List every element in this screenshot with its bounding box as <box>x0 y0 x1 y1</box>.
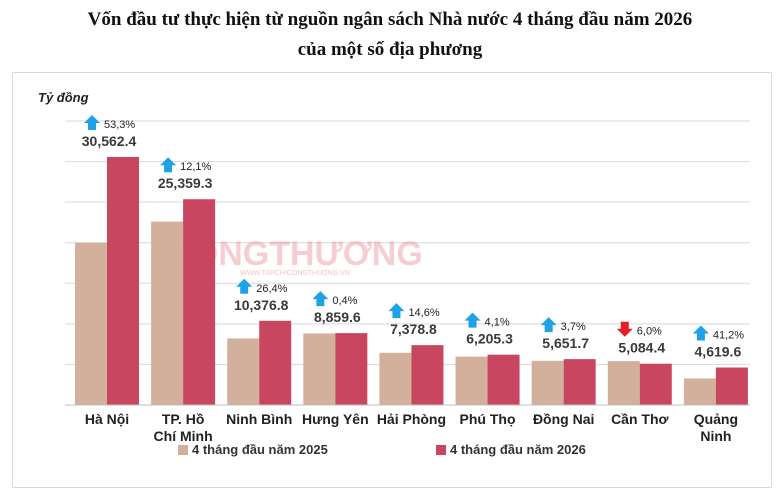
change-percent: 6,0% <box>637 326 662 338</box>
chart-title-line1: Vốn đầu tư thực hiện từ nguồn ngân sách … <box>87 9 693 30</box>
data-label-2026: 30,562.4 <box>82 133 137 149</box>
up-arrow-icon <box>236 278 253 294</box>
bar-2026 <box>107 157 139 405</box>
category-label: Đồng Nai <box>533 411 594 427</box>
category-label: Hải Phòng <box>377 411 446 427</box>
bar-2025 <box>151 221 184 405</box>
up-arrow-icon <box>388 303 405 319</box>
bar-2025 <box>379 352 412 405</box>
change-percent: 14,6% <box>408 307 439 319</box>
bar-2025 <box>455 356 488 405</box>
change-percent: 53,3% <box>104 119 135 131</box>
bar-2026 <box>563 359 596 405</box>
change-percent: 26,4% <box>256 283 287 295</box>
category-label: Phú Thọ <box>460 411 516 427</box>
data-label-2026: 8,859.6 <box>314 309 361 325</box>
legend-label-2025: 4 tháng đầu năm 2025 <box>192 442 328 457</box>
legend-swatch-2026 <box>436 444 446 455</box>
up-arrow-icon <box>692 325 709 341</box>
bar-2025 <box>607 361 640 405</box>
legend-item-2026: 4 tháng đầu năm 2026 <box>436 442 586 457</box>
y-axis-unit-label: Tỷ đồng <box>38 90 89 105</box>
category-label: Cần Thơ <box>611 411 668 427</box>
bar-2026 <box>487 354 520 405</box>
legend-swatch-2025 <box>178 444 188 455</box>
bar-2026 <box>639 363 672 405</box>
chart-frame <box>12 72 772 488</box>
category-label: Hà Nội <box>85 411 129 427</box>
bar-2025 <box>303 333 336 405</box>
bar-2025 <box>683 378 716 405</box>
data-label-2026: 5,651.7 <box>542 335 589 351</box>
legend-label-2026: 4 tháng đầu năm 2026 <box>450 442 586 457</box>
change-percent: 41,2% <box>713 330 744 342</box>
up-arrow-icon <box>84 115 100 131</box>
up-arrow-icon <box>540 317 557 333</box>
bar-2025 <box>75 242 107 405</box>
bar-2026 <box>411 345 444 405</box>
change-percent: 3,7% <box>561 321 586 333</box>
data-label-2026: 5,084.4 <box>618 340 665 356</box>
up-arrow-icon <box>464 312 481 328</box>
data-label-2026: 4,619.6 <box>695 344 742 360</box>
up-arrow-icon <box>312 291 329 307</box>
up-arrow-icon <box>160 157 177 173</box>
data-label-2026: 6,205.3 <box>466 331 513 347</box>
category-label: Quảng <box>694 411 738 427</box>
change-percent: 4,1% <box>485 317 510 329</box>
legend-item-2025: 4 tháng đầu năm 2025 <box>178 442 328 457</box>
bar-2026 <box>715 367 748 405</box>
data-label-2026: 10,376.8 <box>234 297 289 313</box>
category-label: TP. Hồ <box>162 411 205 427</box>
bar-2025 <box>531 360 564 405</box>
change-percent: 12,1% <box>180 161 211 173</box>
bar-2025 <box>227 338 260 405</box>
category-label: Hưng Yên <box>302 411 369 427</box>
down-arrow-icon <box>616 321 633 337</box>
data-label-2026: 7,378.8 <box>390 321 437 337</box>
chart-title-line2: của một số địa phương <box>297 39 483 60</box>
bar-2026 <box>183 199 216 405</box>
data-label-2026: 25,359.3 <box>158 175 213 191</box>
category-label: Ninh Bình <box>226 411 292 427</box>
category-label: Ninh <box>700 428 731 444</box>
bar-2026 <box>259 320 292 405</box>
change-percent: 0,4% <box>332 295 357 307</box>
bar-2026 <box>335 333 368 405</box>
category-label: Chí Minh <box>154 428 213 444</box>
watermark-url: WWW.TAPCHICONGTHUONG.VN <box>240 270 350 277</box>
